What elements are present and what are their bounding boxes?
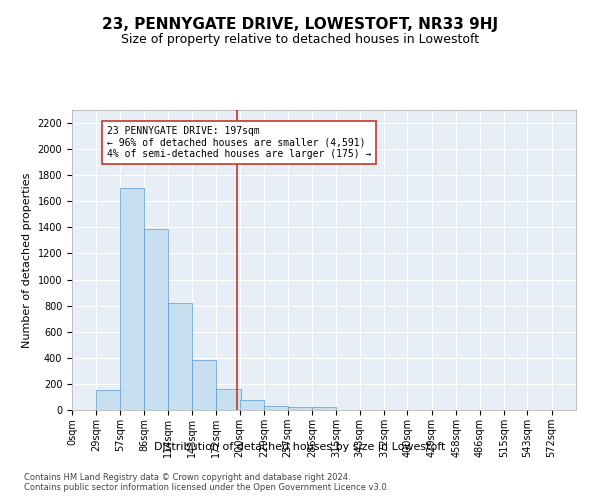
Y-axis label: Number of detached properties: Number of detached properties <box>22 172 32 348</box>
Bar <box>312 406 336 410</box>
Text: 23 PENNYGATE DRIVE: 197sqm
← 96% of detached houses are smaller (4,591)
4% of se: 23 PENNYGATE DRIVE: 197sqm ← 96% of deta… <box>107 126 371 159</box>
Bar <box>287 406 312 410</box>
Text: 23, PENNYGATE DRIVE, LOWESTOFT, NR33 9HJ: 23, PENNYGATE DRIVE, LOWESTOFT, NR33 9HJ <box>102 18 498 32</box>
Text: Contains HM Land Registry data © Crown copyright and database right 2024.: Contains HM Land Registry data © Crown c… <box>24 472 350 482</box>
Bar <box>167 303 192 410</box>
Bar <box>264 406 289 410</box>
Bar <box>216 389 241 410</box>
Bar <box>120 188 144 410</box>
Text: Distribution of detached houses by size in Lowestoft: Distribution of detached houses by size … <box>154 442 446 452</box>
Text: Contains public sector information licensed under the Open Government Licence v3: Contains public sector information licen… <box>24 482 389 492</box>
Bar <box>144 228 169 410</box>
Bar <box>240 400 264 410</box>
Bar <box>97 390 121 410</box>
Bar <box>192 360 216 410</box>
Text: Size of property relative to detached houses in Lowestoft: Size of property relative to detached ho… <box>121 32 479 46</box>
